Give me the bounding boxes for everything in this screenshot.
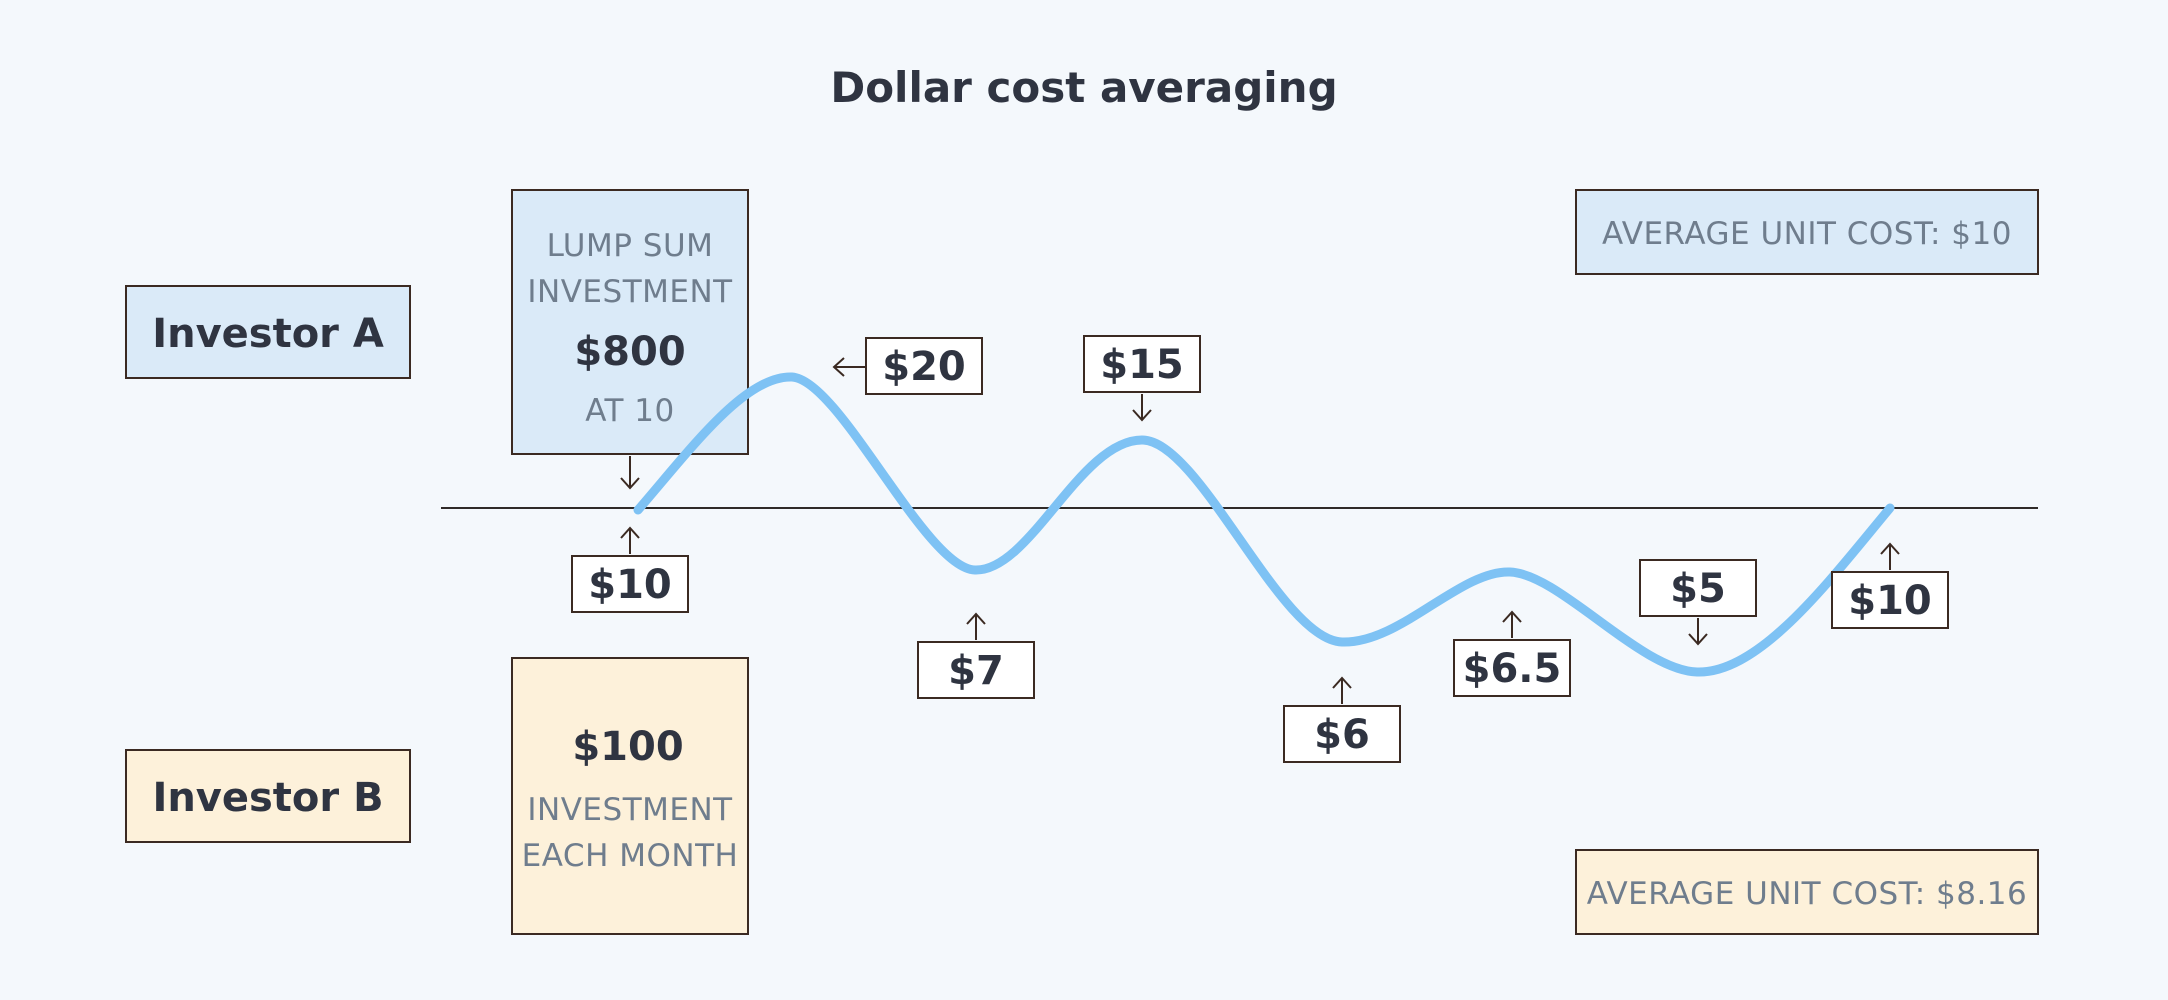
monthly-line-2: EACH MONTH [522, 838, 739, 874]
price-label-end: $10 [1831, 542, 1949, 629]
price-value: $6.5 [1463, 646, 1562, 692]
price-value: $5 [1670, 566, 1726, 612]
lump-sum-amount: $800 [574, 329, 685, 375]
investor-b-average: AVERAGE UNIT COST: $8.16 [1587, 876, 2028, 912]
investor-a-average: AVERAGE UNIT COST: $10 [1602, 216, 2012, 252]
price-value: $10 [1848, 578, 1932, 624]
investor-b-average-box: AVERAGE UNIT COST: $8.16 [1575, 849, 2039, 935]
investor-b-label-box: Investor B [125, 749, 411, 843]
price-curve [633, 372, 1895, 677]
lump-sum-box: LUMP SUM INVESTMENT $800 AT 10 [511, 189, 749, 455]
investor-a-average-box: AVERAGE UNIT COST: $10 [1575, 189, 2039, 275]
monthly-line-1: INVESTMENT [527, 792, 733, 828]
price-label-bump: $6.5 [1453, 610, 1571, 697]
lump-sum-line-2: INVESTMENT [527, 274, 733, 310]
lump-sum-note: AT 10 [585, 393, 675, 429]
investor-b-label: Investor B [152, 775, 383, 821]
price-label-trough-1: $7 [917, 612, 1035, 699]
price-label-trough-2: $6 [1283, 676, 1401, 763]
price-label-peak-2: $15 [1083, 335, 1201, 422]
price-value: $10 [588, 562, 672, 608]
price-value: $15 [1100, 342, 1184, 388]
price-value: $6 [1314, 712, 1370, 758]
monthly-amount: $100 [572, 724, 683, 770]
monthly-investment-box: $100 INVESTMENT EACH MONTH [511, 657, 749, 935]
price-value: $20 [882, 344, 966, 390]
price-label-peak-1: $20 [832, 337, 983, 395]
lump-sum-arrow [620, 456, 640, 490]
investor-a-label: Investor A [152, 311, 384, 357]
investor-a-label-box: Investor A [125, 285, 411, 379]
diagram-title: Dollar cost averaging [830, 63, 1337, 112]
price-label-trough-3: $5 [1639, 559, 1757, 646]
price-label-start: $10 [571, 526, 689, 613]
price-value: $7 [948, 648, 1004, 694]
lump-sum-line-1: LUMP SUM [547, 228, 714, 264]
